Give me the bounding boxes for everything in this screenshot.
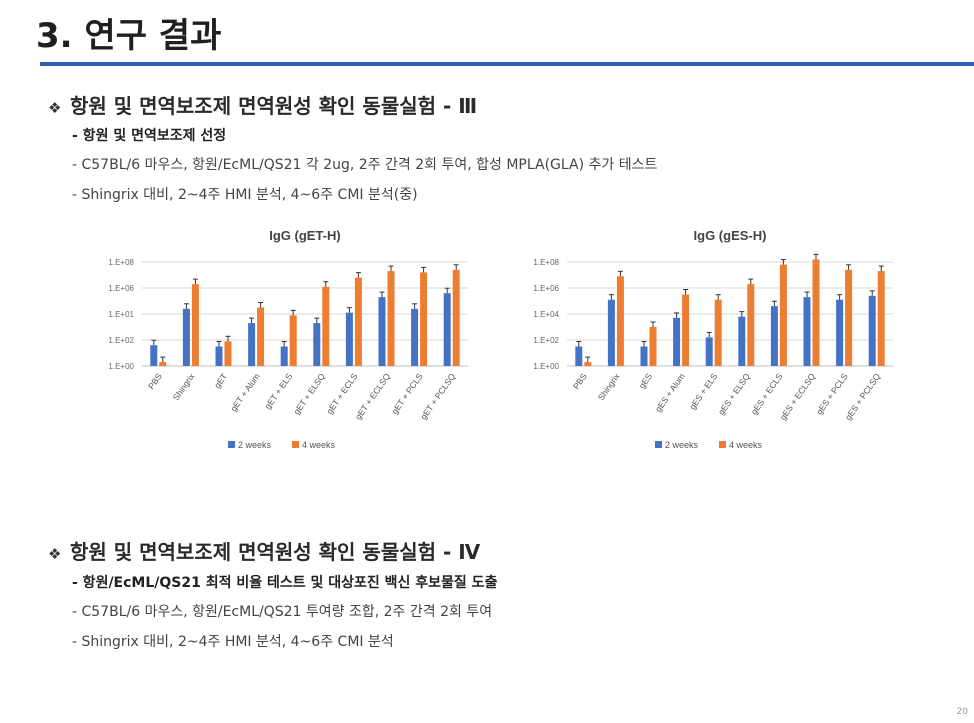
chart-title: IgG (gES-H) (694, 228, 767, 243)
bar (584, 362, 592, 366)
x-tick-label: gET + ECLS (324, 371, 360, 416)
x-tick-label: gET + Alum (228, 371, 261, 413)
diamond-bullet-icon: ❖ (48, 545, 62, 563)
bar (443, 293, 451, 366)
bar (289, 315, 297, 366)
x-tick-label: gES (637, 371, 655, 390)
legend-swatch (228, 441, 235, 448)
x-tick-label: gES + PCLS (814, 371, 850, 416)
bar (280, 346, 288, 366)
x-tick-label: Shingrix (171, 371, 197, 403)
y-tick-label: 1.E+00 (533, 362, 559, 371)
y-tick-label: 1.E+02 (108, 336, 134, 345)
y-tick-label: 1.E+00 (108, 362, 134, 371)
x-tick-label: gES + PCLSQ (843, 371, 883, 422)
x-tick-label: gES + Alum (653, 371, 687, 413)
x-tick-label: PBS (571, 371, 589, 391)
bar (714, 299, 722, 366)
x-tick-label: gET + ELSQ (291, 371, 327, 416)
legend-swatch (292, 441, 299, 448)
y-tick-label: 1.E+01 (108, 310, 134, 319)
bar (803, 297, 811, 366)
bar (812, 259, 820, 366)
chart-igg-ges-h: IgG (gES-H) 1.E+00 1.E+02 1.E+04 1.E+06 1.E+0… (533, 228, 893, 450)
legend-label: 2 weeks (238, 440, 272, 450)
sub-item: - Shingrix 대비, 2~4주 HMI 분석, 4~6주 CMI 분석(… (72, 187, 418, 203)
bar (845, 269, 853, 366)
bar (257, 307, 265, 366)
bar (224, 341, 232, 366)
y-tick-label: 1.E+04 (533, 310, 559, 319)
title-underline (40, 62, 974, 66)
x-tick-label: gET + ELS (263, 371, 295, 411)
sub-item: - 항원/EcML/QS21 최적 비율 테스트 및 대상포진 백신 후보물질 … (72, 575, 498, 591)
bar (877, 271, 885, 366)
bar (770, 306, 778, 366)
bar (575, 346, 583, 366)
bar (248, 323, 256, 366)
y-tick-label: 1.E+02 (533, 336, 559, 345)
section-heading-text: 항원 및 면역보조제 면역원성 확인 동물실험 - Ⅲ (70, 94, 478, 118)
bar (411, 308, 419, 366)
bar (387, 271, 395, 366)
bar (354, 277, 362, 366)
y-tick-label: 1.E+06 (108, 284, 134, 293)
bar (738, 316, 746, 366)
legend-label: 4 weeks (729, 440, 763, 450)
bar (215, 346, 223, 366)
bar (779, 264, 787, 366)
x-tick-label: PBS (146, 371, 164, 391)
bar (420, 272, 428, 366)
bar (607, 299, 615, 366)
bar (452, 269, 460, 366)
bar (191, 284, 199, 366)
bar (640, 346, 648, 366)
bar (345, 312, 353, 366)
bar (673, 317, 681, 366)
section-heading-iv: ❖ 항원 및 면역보조제 면역원성 확인 동물실험 - Ⅳ (48, 536, 480, 565)
x-tick-label: gES + ELS (687, 371, 719, 411)
sub-item: - 항원 및 면역보조제 선정 (72, 128, 227, 144)
chart-igg-get-h: IgG (gET-H) 1.E+00 1.E+02 1.E+01 1.E+06 1.E+0… (108, 228, 468, 450)
legend-swatch (655, 441, 662, 448)
diamond-bullet-icon: ❖ (48, 99, 62, 117)
legend-label: 2 weeks (665, 440, 699, 450)
bar (649, 327, 657, 366)
x-tick-label: gET (212, 371, 229, 390)
x-tick-label: gET + ECLSQ (353, 371, 392, 421)
x-tick-label: Shingrix (596, 371, 622, 403)
slide-title: 3. 연구 결과 (36, 16, 222, 56)
sub-item: - Shingrix 대비, 2~4주 HMI 분석, 4~6주 CMI 분석 (72, 634, 394, 650)
y-tick-label: 1.E+08 (108, 258, 134, 267)
legend-label: 4 weeks (302, 440, 336, 450)
bar (322, 286, 330, 366)
bar (159, 362, 167, 366)
section-heading-iii: ❖ 항원 및 면역보조제 면역원성 확인 동물실험 - Ⅲ (48, 90, 477, 119)
x-tick-label: gET + PCLS (389, 371, 425, 416)
bar (378, 297, 386, 366)
bar (313, 323, 321, 366)
section-heading-text: 항원 및 면역보조제 면역원성 확인 동물실험 - Ⅳ (70, 540, 481, 564)
legend-swatch (719, 441, 726, 448)
x-tick-label: gES + ECLSQ (778, 371, 818, 422)
bar (747, 284, 755, 366)
bar (616, 276, 624, 366)
bar (682, 294, 690, 366)
bar (150, 345, 158, 366)
page-number: 20 (956, 707, 968, 717)
x-tick-label: gES + ELSQ (716, 371, 752, 417)
chart-title: IgG (gET-H) (269, 228, 341, 243)
sub-item: - C57BL/6 마우스, 항원/EcML/QS21 투여량 조합, 2주 간… (72, 604, 493, 620)
y-tick-label: 1.E+08 (533, 258, 559, 267)
bar (182, 308, 190, 366)
x-tick-label: gET + PCLSQ (418, 371, 457, 421)
bar (705, 337, 713, 366)
x-tick-label: gES + ECLS (749, 371, 785, 416)
y-tick-label: 1.E+06 (533, 284, 559, 293)
bar (836, 299, 844, 366)
sub-item: - C57BL/6 마우스, 항원/EcML/QS21 각 2ug, 2주 간격… (72, 157, 658, 173)
bar (868, 295, 876, 366)
